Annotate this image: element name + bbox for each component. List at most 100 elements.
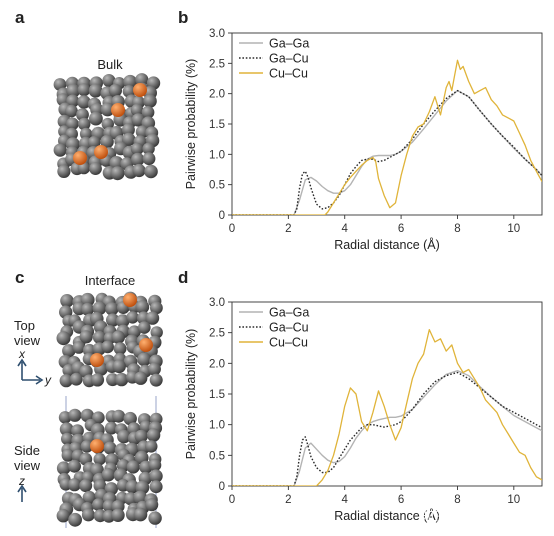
series-line-ga-ga <box>232 89 542 215</box>
atom-structures <box>53 73 163 527</box>
series-line-ga-cu <box>232 371 542 486</box>
ga-atom <box>93 452 106 466</box>
ga-atom <box>149 480 163 494</box>
ga-atom <box>117 429 131 444</box>
ga-atom <box>137 352 152 367</box>
ga-atom <box>77 83 91 97</box>
x-axis-title: Radial distance (Å) <box>334 508 440 523</box>
ga-atom <box>92 498 105 511</box>
ga-atom <box>145 498 159 512</box>
ga-atom <box>88 83 103 98</box>
x-tick-label: 6 <box>398 223 404 235</box>
ga-atom <box>56 331 71 346</box>
y-tick-label: 3.0 <box>209 297 225 309</box>
y-tick-label: 0 <box>219 481 225 493</box>
y-axis-title: Pairwise probability (%) <box>184 329 198 460</box>
ga-atom <box>77 95 91 109</box>
ga-atom <box>147 362 161 376</box>
series-lines <box>232 59 542 215</box>
y-tick-label: 2.5 <box>209 328 225 340</box>
ga-atom <box>125 480 139 494</box>
ga-atom <box>102 74 116 87</box>
ga-atom <box>115 314 130 328</box>
bulk-caption: Bulk <box>97 57 123 72</box>
x-tick-label: 0 <box>229 494 235 506</box>
x-axis-arrowhead <box>17 358 27 367</box>
legend-label: Ga–Cu <box>269 321 309 335</box>
cu-atom <box>133 83 147 97</box>
x-tick-label: 2 <box>285 494 291 506</box>
y-tick-label: 3.0 <box>209 28 225 40</box>
axis-y-label: y <box>45 373 51 387</box>
ga-atom <box>144 164 158 179</box>
ga-atom <box>104 421 118 435</box>
ga-atom <box>132 163 146 178</box>
panel-letter-d: d <box>178 268 189 287</box>
ga-atom <box>77 161 91 175</box>
y-tick-label: 0.5 <box>209 180 225 192</box>
ga-atom <box>145 440 158 453</box>
ga-atom <box>90 373 105 387</box>
ga-atom <box>71 424 84 438</box>
ga-atom <box>122 132 136 147</box>
ga-atom <box>110 166 125 181</box>
bulk-structure <box>53 73 161 181</box>
chart-d: 0 0.5 1.0 1.5 2.0 2.5 3.0 0 2 4 6 8 10 Radial distanc… <box>184 297 543 523</box>
top-view-label: Top view <box>14 318 41 348</box>
chart-b: 0 0.5 1.0 1.5 2.0 2.5 3.0 0 2 4 6 8 10 Radial distanc… <box>184 28 543 252</box>
ga-atom <box>121 123 135 137</box>
interface-side-view <box>56 408 163 527</box>
series-lines <box>232 328 542 486</box>
ga-atom <box>148 511 162 525</box>
ga-atom <box>101 468 116 482</box>
z-axis-arrowhead <box>17 484 27 493</box>
ga-atom <box>113 342 127 355</box>
ga-atom <box>87 136 101 149</box>
interface-top-view <box>56 291 163 388</box>
legend-label: Ga–Ga <box>269 37 309 51</box>
ga-atom <box>62 344 76 358</box>
ga-atom <box>149 469 163 483</box>
series-line-ga-cu <box>232 89 542 215</box>
ga-atom <box>148 458 162 472</box>
ga-atom <box>100 102 115 117</box>
y-axis-arrowhead <box>35 375 44 385</box>
ga-atom <box>135 300 150 314</box>
ga-atom <box>135 73 149 87</box>
ga-atom <box>123 411 137 426</box>
ga-atom <box>81 508 95 522</box>
ga-atom <box>105 302 119 316</box>
y-tick-label: 0.5 <box>209 450 225 462</box>
series-line-cu-cu <box>232 59 542 215</box>
ga-atom <box>141 106 155 119</box>
ga-atom <box>135 125 149 139</box>
ga-atom <box>123 74 137 89</box>
charts-layer: 0 0.5 1.0 1.5 2.0 2.5 3.0 0 2 4 6 8 10 Radial distanc… <box>184 28 543 523</box>
watermark-text: 知乎 @新威研选 <box>422 508 510 523</box>
ga-atom <box>126 311 139 324</box>
series-line-ga-ga <box>232 370 542 486</box>
ga-atom <box>68 408 82 422</box>
legend-label: Cu–Cu <box>269 67 308 81</box>
ga-atom <box>134 371 148 385</box>
ga-atom <box>79 127 93 141</box>
x-tick-label: 8 <box>454 494 460 506</box>
ga-atom <box>58 411 72 424</box>
panel-letter-a: a <box>15 8 25 27</box>
x-tick-label: 4 <box>342 223 349 235</box>
cu-atom <box>123 293 137 307</box>
ga-atom <box>66 117 79 131</box>
axis-z-label: z <box>19 474 25 488</box>
ga-atom <box>111 508 125 522</box>
ga-atom <box>89 162 102 176</box>
ga-atom <box>67 478 82 492</box>
ga-atom <box>143 94 157 108</box>
x-tick-label: 2 <box>285 223 291 235</box>
cu-atom <box>111 103 125 117</box>
legend-label: Ga–Ga <box>269 306 309 320</box>
ga-atom <box>111 330 126 344</box>
ga-atom <box>80 292 95 307</box>
ga-atom <box>57 164 71 178</box>
ga-atom <box>72 341 86 354</box>
x-tick-label: 0 <box>229 223 235 235</box>
